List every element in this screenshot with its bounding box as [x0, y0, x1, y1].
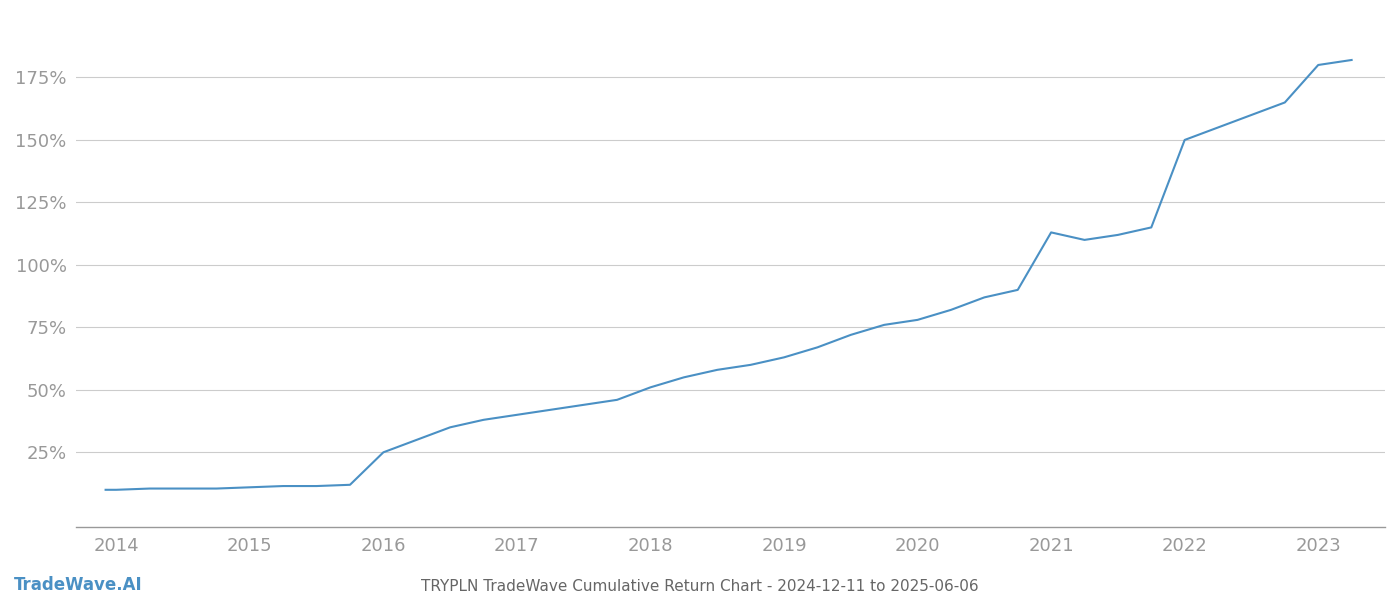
Text: TRYPLN TradeWave Cumulative Return Chart - 2024-12-11 to 2025-06-06: TRYPLN TradeWave Cumulative Return Chart… — [421, 579, 979, 594]
Text: TradeWave.AI: TradeWave.AI — [14, 576, 143, 594]
